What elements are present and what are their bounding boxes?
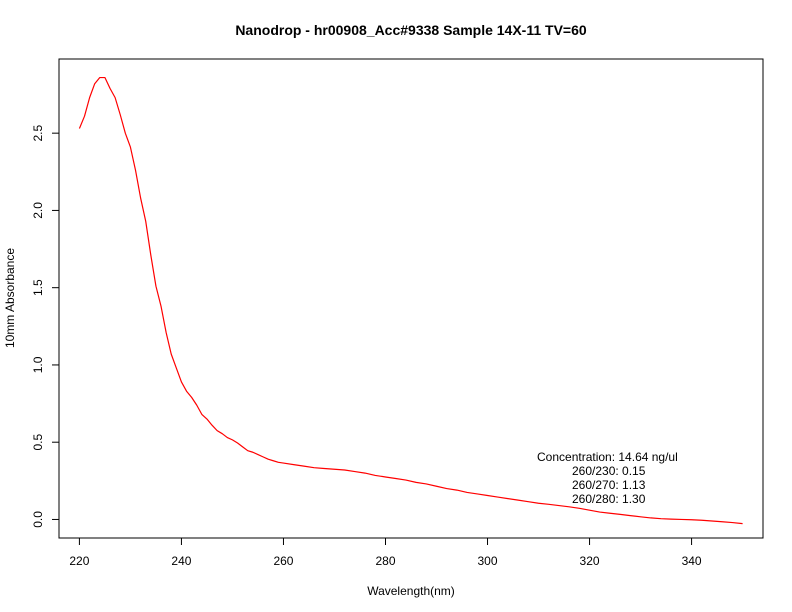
- x-tick-label: 220: [69, 554, 89, 568]
- y-tick-label: 1.5: [31, 279, 45, 296]
- annotation-ratio-260-270: 260/270: 1.13: [572, 478, 646, 492]
- x-tick-label: 340: [682, 554, 702, 568]
- x-tick-label: 260: [273, 554, 293, 568]
- chart-title: Nanodrop - hr00908_Acc#9338 Sample 14X-1…: [235, 22, 587, 38]
- y-tick-label: 1.0: [31, 356, 45, 373]
- y-tick-label: 2.5: [31, 125, 45, 142]
- y-axis-label: 10mm Absorbance: [3, 248, 17, 348]
- absorbance-series-line: [78, 76, 743, 525]
- x-tick-label: 280: [375, 554, 395, 568]
- y-tick-label: 2.0: [31, 202, 45, 219]
- series-layer: [78, 76, 743, 525]
- plot-frame: [58, 58, 764, 539]
- x-tick-label: 240: [171, 554, 191, 568]
- x-tick-label: 320: [580, 554, 600, 568]
- annotation-block: Concentration: 14.64 ng/ul 260/230: 0.15…: [537, 450, 678, 506]
- annotation-ratio-260-280: 260/280: 1.30: [572, 492, 646, 506]
- x-axis: 220 240 260 280 300 320 340: [69, 538, 702, 568]
- y-tick-label: 0.5: [31, 434, 45, 451]
- y-tick-label: 0.0: [31, 511, 45, 528]
- x-axis-label: Wavelength(nm): [367, 584, 455, 598]
- annotation-concentration: Concentration: 14.64 ng/ul: [537, 450, 678, 464]
- annotation-ratio-260-230: 260/230: 0.15: [572, 464, 646, 478]
- y-axis: 0.0 0.5 1.0 1.5 2.0 2.5: [31, 125, 59, 528]
- x-tick-label: 300: [478, 554, 498, 568]
